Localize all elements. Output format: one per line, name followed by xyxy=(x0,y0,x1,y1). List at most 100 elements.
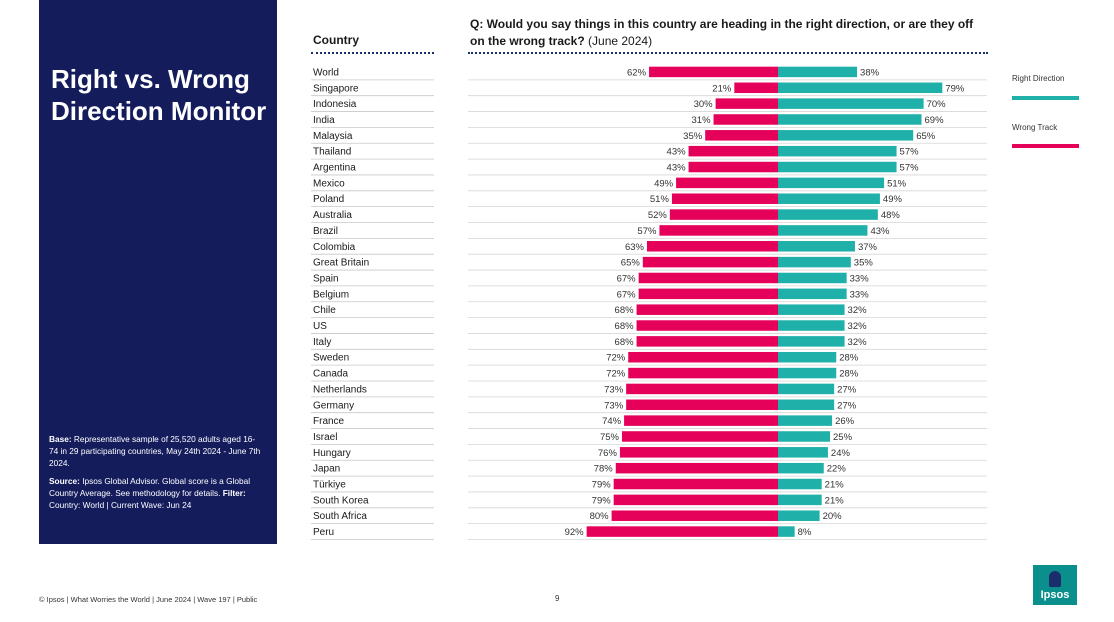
wrong-track-bar-south-korea xyxy=(613,494,778,506)
wrong-track-bar-australia xyxy=(669,209,778,220)
right-direction-bar-canada xyxy=(778,367,837,379)
right-direction-bar-colombia xyxy=(778,241,855,252)
right-direction-value-indonesia: 70% xyxy=(927,99,947,110)
logo-wordmark: Ipsos xyxy=(1040,589,1070,601)
wrong-track-value-south-korea: 79% xyxy=(592,495,612,506)
right-direction-value-australia: 48% xyxy=(881,210,901,221)
question-date: (June 2024) xyxy=(588,34,653,48)
wrong-track-value-germany: 73% xyxy=(604,400,624,411)
wrong-track-bar-t-rkiye xyxy=(613,478,778,490)
country-label-italy: Italy xyxy=(313,337,331,348)
right-direction-value-israel: 25% xyxy=(833,432,853,443)
right-direction-value-japan: 22% xyxy=(827,464,847,475)
right-direction-value-great-britain: 35% xyxy=(854,258,874,269)
survey-question: Q: Would you say things in this country … xyxy=(470,16,990,50)
right-direction-value-south-korea: 21% xyxy=(825,495,845,506)
right-direction-bar-hungary xyxy=(778,447,828,458)
country-label-south-korea: South Korea xyxy=(313,495,369,506)
right-direction-value-chile: 32% xyxy=(848,305,868,316)
legend-right-direction-swatch xyxy=(1012,96,1079,100)
legend-right-direction-label: Right Direction xyxy=(1012,74,1065,83)
country-header-divider xyxy=(311,52,434,54)
wrong-track-bar-mexico xyxy=(676,177,778,189)
wrong-track-bar-world xyxy=(649,66,778,78)
right-direction-bar-argentina xyxy=(778,161,897,173)
country-label-chile: Chile xyxy=(313,305,336,316)
wrong-track-value-belgium: 67% xyxy=(617,289,637,300)
logo-mark-icon xyxy=(1049,571,1061,587)
country-column-header: Country xyxy=(313,33,359,47)
right-direction-value-germany: 27% xyxy=(837,400,857,411)
filter-text: Country: World | Current Wave: Jun 24 xyxy=(49,500,192,510)
right-direction-value-spain: 33% xyxy=(850,273,870,284)
question-divider xyxy=(468,52,988,54)
right-direction-value-canada: 28% xyxy=(839,369,859,380)
country-label-belgium: Belgium xyxy=(313,289,349,300)
wrong-track-bar-india xyxy=(713,114,778,125)
right-direction-value-netherlands: 27% xyxy=(837,384,857,395)
right-direction-bar-germany xyxy=(778,399,835,411)
wrong-track-value-indonesia: 30% xyxy=(694,99,714,110)
country-label-france: France xyxy=(313,416,345,427)
right-direction-bar-t-rkiye xyxy=(778,478,822,490)
right-direction-value-hungary: 24% xyxy=(831,448,851,459)
wrong-track-bar-colombia xyxy=(646,241,778,252)
country-label-canada: Canada xyxy=(313,369,348,380)
wrong-track-value-india: 31% xyxy=(692,115,712,126)
wrong-track-value-chile: 68% xyxy=(615,305,635,316)
country-label-netherlands: Netherlands xyxy=(313,384,367,395)
wrong-track-value-south-africa: 80% xyxy=(590,511,610,522)
right-direction-value-thailand: 57% xyxy=(900,147,920,158)
wrong-track-value-us: 68% xyxy=(615,321,635,332)
wrong-track-value-canada: 72% xyxy=(606,369,626,380)
country-label-brazil: Brazil xyxy=(313,226,338,237)
wrong-track-value-australia: 52% xyxy=(648,210,668,221)
country-label-great-britain: Great Britain xyxy=(313,258,369,269)
wrong-track-value-hungary: 76% xyxy=(598,448,618,459)
base-label: Base: xyxy=(49,434,72,444)
source-text: Ipsos Global Advisor. Global score is a … xyxy=(49,476,251,498)
right-direction-bar-sweden xyxy=(778,351,837,363)
question-text: Q: Would you say things in this country … xyxy=(470,17,974,48)
wrong-track-value-netherlands: 73% xyxy=(604,384,624,395)
wrong-track-bar-japan xyxy=(615,462,778,474)
title-panel: Right vs. Wrong Direction Monitor Base: … xyxy=(39,0,277,544)
country-label-poland: Poland xyxy=(313,194,344,205)
right-direction-bar-israel xyxy=(778,431,830,442)
right-direction-value-poland: 49% xyxy=(883,194,903,205)
country-label-mexico: Mexico xyxy=(313,178,345,189)
country-label-australia: Australia xyxy=(313,210,352,221)
right-direction-value-argentina: 57% xyxy=(900,163,920,174)
wrong-track-bar-malaysia xyxy=(705,130,778,141)
wrong-track-bar-france xyxy=(624,415,778,426)
wrong-track-value-peru: 92% xyxy=(565,527,585,538)
wrong-track-bar-peru xyxy=(586,526,778,537)
right-direction-bar-chile xyxy=(778,304,845,315)
wrong-track-bar-canada xyxy=(628,367,778,379)
wrong-track-bar-italy xyxy=(636,336,778,347)
wrong-track-bar-us xyxy=(636,320,778,331)
page-title: Right vs. Wrong Direction Monitor xyxy=(51,64,267,126)
right-direction-value-sweden: 28% xyxy=(839,353,859,364)
right-direction-bar-south-africa xyxy=(778,510,820,521)
country-label-spain: Spain xyxy=(313,273,339,284)
right-direction-bar-singapore xyxy=(778,82,943,94)
right-direction-value-france: 26% xyxy=(835,416,855,427)
right-direction-value-mexico: 51% xyxy=(887,178,907,189)
right-direction-bar-south-korea xyxy=(778,494,822,506)
right-direction-value-peru: 8% xyxy=(798,527,812,538)
country-label-world: World xyxy=(313,67,339,78)
right-direction-bar-netherlands xyxy=(778,383,835,395)
wrong-track-value-brazil: 57% xyxy=(637,226,657,237)
wrong-track-bar-sweden xyxy=(628,351,778,363)
source-label: Source: xyxy=(49,476,80,486)
direction-chart: World 62% 38% Singapore 21% 79% Indonesia 30% 70… xyxy=(311,66,987,540)
right-direction-value-italy: 32% xyxy=(848,337,868,348)
right-direction-bar-japan xyxy=(778,462,824,474)
wrong-track-bar-spain xyxy=(638,272,778,284)
right-direction-bar-indonesia xyxy=(778,98,924,109)
right-direction-value-t-rkiye: 21% xyxy=(825,480,845,491)
country-label-malaysia: Malaysia xyxy=(313,131,353,142)
wrong-track-bar-south-africa xyxy=(611,510,778,521)
wrong-track-bar-chile xyxy=(636,304,778,315)
